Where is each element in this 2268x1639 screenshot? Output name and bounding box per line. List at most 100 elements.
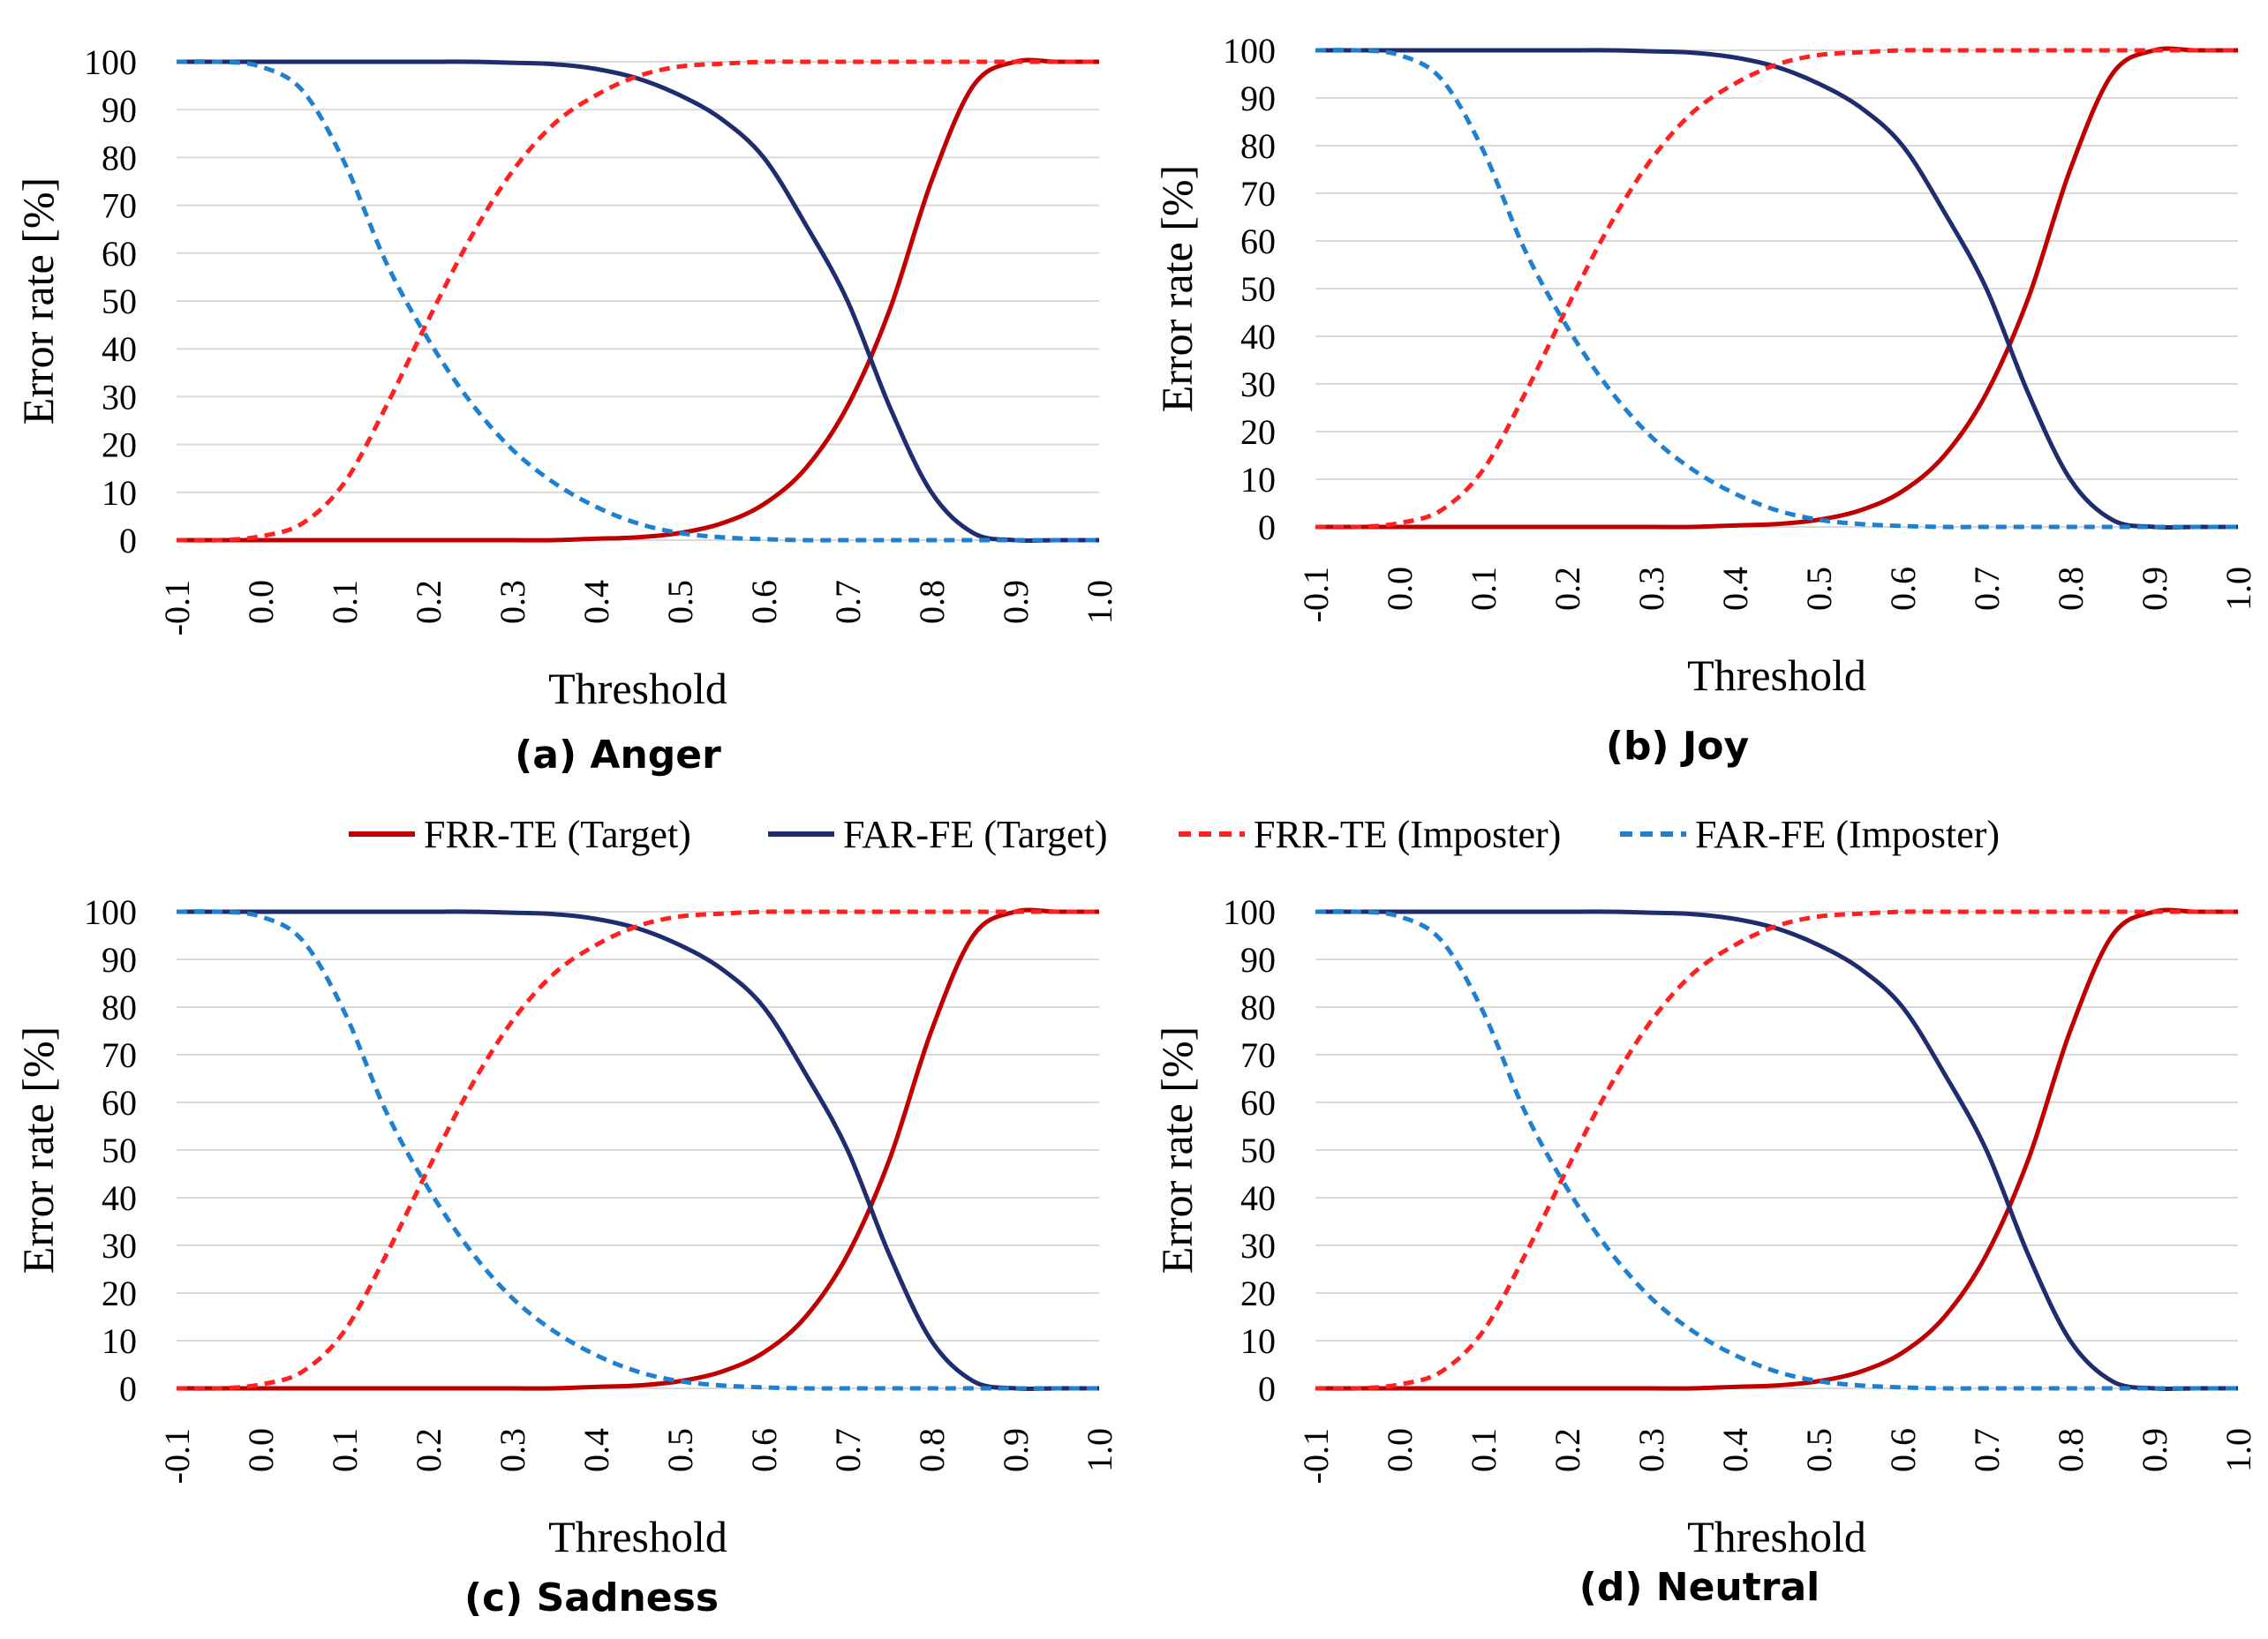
y-tick-label: 20 xyxy=(102,1274,137,1313)
x-tick-label: 1.0 xyxy=(1080,1428,1119,1472)
series-line-far-fe-imposter xyxy=(176,909,1099,1391)
y-tick-label: 50 xyxy=(1240,1131,1276,1170)
series-line-far-fe-target xyxy=(177,59,1099,544)
y-tick-label: 0 xyxy=(1258,1369,1276,1409)
x-tick-label: 0.3 xyxy=(493,580,532,624)
x-tick-label: 0.1 xyxy=(1464,567,1503,611)
y-tick-label: 70 xyxy=(102,186,137,226)
y-tick-label: 60 xyxy=(1240,222,1276,261)
y-tick-label: 30 xyxy=(102,1226,137,1266)
x-tick-label: 0.4 xyxy=(576,1428,616,1472)
x-tick-label: 0.6 xyxy=(1883,567,1923,611)
y-tick-label: 20 xyxy=(102,425,137,465)
x-tick-label: 1.0 xyxy=(2219,567,2258,611)
series-line-frr-te-target xyxy=(1315,907,2238,1391)
chart-panel-0: 0 10 20 30 40 50 60 70 80 90 100 -0.1 0.0 0.1 0.2 0.3 0.… xyxy=(13,42,1119,778)
legend: FRR-TE (Target) FAR-FE (Target) FRR-TE (Im… xyxy=(349,813,2000,856)
x-tick-label: 0.0 xyxy=(241,580,281,624)
x-tick-label: 0.4 xyxy=(1715,567,1755,611)
y-tick-label: 20 xyxy=(1240,412,1276,452)
x-tick-label: 0.8 xyxy=(912,1428,952,1472)
y-tick-label: 10 xyxy=(1240,460,1276,500)
x-tick-label: 0.2 xyxy=(1548,567,1587,611)
chart-panel-1: 0 10 20 30 40 50 60 70 80 90 100 -0.1 0.0 0.1 0.2 0.3 0.… xyxy=(1152,31,2258,769)
x-tick-label: -0.1 xyxy=(157,580,197,635)
y-axis-title: Error rate [%] xyxy=(1152,1026,1202,1274)
y-tick-label: 20 xyxy=(1240,1274,1276,1313)
panel-caption: (c) Sadness xyxy=(464,1575,719,1620)
y-tick-label: 60 xyxy=(102,234,137,274)
legend-label: FRR-TE (Target) xyxy=(424,813,691,856)
y-tick-label: 70 xyxy=(1240,174,1276,214)
x-tick-label: -0.1 xyxy=(157,1428,197,1484)
x-axis-title: Threshold xyxy=(1687,650,1866,700)
y-tick-label: 90 xyxy=(102,90,137,130)
y-tick-label: 30 xyxy=(1240,365,1276,404)
x-tick-label: -0.1 xyxy=(1296,1428,1336,1484)
y-tick-label: 60 xyxy=(102,1083,137,1123)
x-tick-label: 1.0 xyxy=(1080,580,1119,624)
x-axis-title: Threshold xyxy=(548,664,727,713)
y-tick-label: 0 xyxy=(1258,507,1276,547)
y-tick-label: 10 xyxy=(1240,1321,1276,1361)
x-tick-label: 0.9 xyxy=(996,580,1036,624)
x-tick-label: 0.8 xyxy=(912,580,952,624)
x-tick-label: 0.7 xyxy=(1967,567,2007,611)
chart-panel-3: 0 10 20 30 40 50 60 70 80 90 100 -0.1 0.0 0.1 0.2 0.3 0.… xyxy=(1152,892,2258,1610)
y-tick-label: 70 xyxy=(1240,1035,1276,1075)
y-tick-label: 40 xyxy=(102,329,137,369)
x-tick-label: 0.8 xyxy=(2051,1428,2091,1472)
y-tick-label: 0 xyxy=(119,521,137,560)
y-tick-label: 40 xyxy=(1240,1178,1276,1218)
x-tick-label: 0.3 xyxy=(1631,567,1671,611)
x-tick-label: 0.3 xyxy=(493,1428,532,1472)
series-line-far-fe-imposter xyxy=(1315,909,2238,1391)
y-tick-label: 40 xyxy=(102,1178,137,1218)
x-tick-label: 0.1 xyxy=(325,580,365,624)
chart-panel-2: 0 10 20 30 40 50 60 70 80 90 100 -0.1 0.0 0.1 0.2 0.3 0.… xyxy=(13,892,1119,1620)
panel-caption: (b) Joy xyxy=(1606,724,1749,769)
y-tick-label: 10 xyxy=(102,473,137,513)
legend-label: FRR-TE (Imposter) xyxy=(1254,813,1561,856)
series-line-far-fe-target xyxy=(176,909,1099,1392)
y-axis-title: Error rate [%] xyxy=(13,1026,63,1274)
y-tick-label: 90 xyxy=(102,940,137,980)
x-axis-title: Threshold xyxy=(1687,1512,1866,1561)
x-tick-label: 0.0 xyxy=(1380,567,1420,611)
x-tick-label: 0.4 xyxy=(576,580,616,624)
y-axis-title: Error rate [%] xyxy=(1152,165,1202,412)
y-tick-label: 40 xyxy=(1240,317,1276,357)
y-tick-label: 60 xyxy=(1240,1083,1276,1123)
series-line-frr-te-imposter xyxy=(1315,909,2238,1391)
x-tick-label: 0.9 xyxy=(2135,1428,2174,1472)
legend-label: FAR-FE (Target) xyxy=(843,813,1108,856)
series-line-far-fe-imposter xyxy=(176,59,1099,543)
x-tick-label: 0.5 xyxy=(660,1428,700,1472)
x-tick-label: 0.8 xyxy=(2051,567,2091,611)
x-tick-label: 0.6 xyxy=(744,580,784,624)
x-tick-label: 0.9 xyxy=(2135,567,2174,611)
x-tick-label: 0.7 xyxy=(1967,1428,2007,1472)
x-tick-label: 0.6 xyxy=(1883,1428,1923,1472)
y-tick-label: 10 xyxy=(102,1321,137,1361)
series-line-frr-te-imposter xyxy=(1315,48,2238,530)
y-tick-label: 80 xyxy=(102,138,137,177)
series-line-far-fe-target xyxy=(1315,909,2238,1392)
y-tick-label: 80 xyxy=(102,988,137,1027)
series-line-frr-te-target xyxy=(1315,46,2238,530)
x-tick-label: 0.3 xyxy=(1631,1428,1671,1472)
y-tick-label: 80 xyxy=(1240,988,1276,1027)
x-tick-label: 0.0 xyxy=(1380,1428,1420,1472)
x-tick-label: -0.1 xyxy=(1296,567,1336,622)
x-tick-label: 0.0 xyxy=(241,1428,281,1472)
series-line-far-fe-imposter xyxy=(1315,48,2238,530)
x-axis-title: Threshold xyxy=(548,1512,727,1561)
x-tick-label: 0.7 xyxy=(828,1428,868,1472)
x-tick-label: 0.2 xyxy=(1548,1428,1587,1472)
series-line-frr-te-imposter xyxy=(176,59,1099,543)
x-tick-label: 0.5 xyxy=(660,580,700,624)
x-tick-label: 0.2 xyxy=(409,1428,448,1472)
y-tick-label: 90 xyxy=(1240,79,1276,118)
series-line-frr-te-imposter xyxy=(176,909,1099,1391)
x-tick-label: 0.1 xyxy=(1464,1428,1503,1472)
